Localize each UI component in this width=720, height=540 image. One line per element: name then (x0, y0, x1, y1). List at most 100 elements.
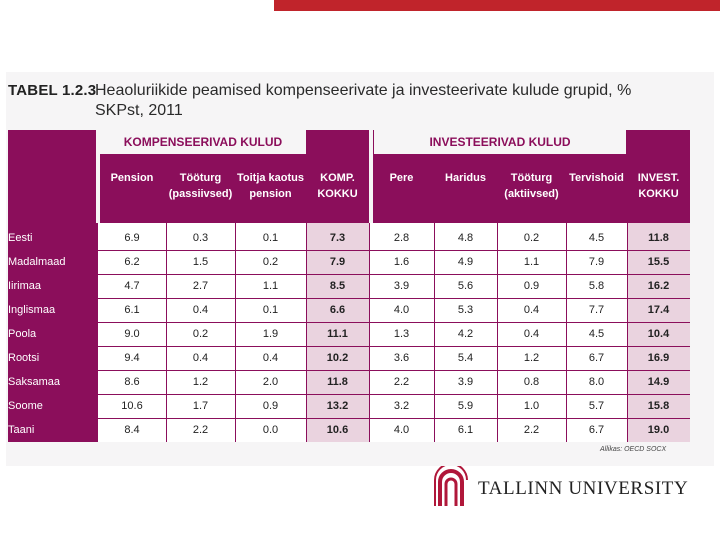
table-cell: 4.0 (393, 304, 410, 316)
table-cell: 2.2 (393, 376, 410, 388)
table-cell: 14.9 (647, 376, 670, 388)
table-cell: 4.2 (457, 328, 474, 340)
table-cell: 5.4 (457, 352, 474, 364)
table-cell: 5.7 (588, 400, 605, 412)
column-divider (306, 223, 307, 442)
table-cell: 0.8 (523, 376, 540, 388)
table-cell: 0.0 (262, 424, 279, 436)
column-header: Tervishoid (569, 172, 624, 184)
table-cell: 5.3 (457, 304, 474, 316)
table-cell: 6.1 (457, 424, 474, 436)
table-cell: 1.1 (523, 256, 540, 268)
top-accent-bar (274, 0, 720, 11)
table-cell: 4.8 (457, 232, 474, 244)
column-header: KOMP. KOKKU (317, 172, 358, 200)
column-divider (627, 223, 628, 442)
table-cell: 0.1 (262, 232, 279, 244)
table-row (8, 346, 690, 371)
table-cell: 4.5 (588, 328, 605, 340)
table-cell: 6.9 (124, 232, 140, 244)
table-cell: 1.6 (393, 256, 410, 268)
table-cell: 3.9 (457, 376, 474, 388)
data-area (98, 223, 690, 442)
table-cell: 0.2 (262, 256, 279, 268)
table-cell: 6.1 (124, 304, 140, 316)
table-cell: 8.4 (124, 424, 140, 436)
country-name: Madalmaad (8, 256, 66, 268)
table-cell: 5.8 (588, 280, 605, 292)
table-cell: 7.9 (329, 256, 346, 268)
column-divider (497, 223, 498, 442)
column-header: Toitja kaotus pension (236, 172, 305, 200)
column-divider (166, 223, 167, 442)
table-cell: 6.6 (329, 304, 346, 316)
table-cell: 16.2 (647, 280, 670, 292)
table-cell: 2.2 (192, 424, 209, 436)
country-name: Soome (8, 400, 43, 412)
table-cell: 4.5 (588, 232, 605, 244)
country-name: Poola (8, 328, 37, 340)
table-cell: 7.9 (588, 256, 605, 268)
column-divider (566, 223, 567, 442)
table-cell: 0.2 (523, 232, 540, 244)
table-cell: 4.9 (457, 256, 474, 268)
table-row (8, 226, 690, 251)
country-name: Iirimaa (8, 280, 42, 292)
table-row (8, 274, 690, 299)
table-cell: 15.5 (647, 256, 670, 268)
country-name: Saksamaa (8, 376, 60, 388)
table-cell: 1.3 (393, 328, 410, 340)
table-cell: 10.6 (326, 424, 349, 436)
country-column (8, 223, 98, 442)
table-cell: 2.0 (262, 376, 279, 388)
table-cell: 2.7 (192, 280, 209, 292)
table-cell: 7.3 (329, 232, 346, 244)
group-header-investing: INVESTEERIVAD KULUD (374, 130, 626, 154)
table-cell: 5.9 (457, 400, 474, 412)
column-header: Pension (110, 172, 154, 184)
table-cell: 1.9 (262, 328, 279, 340)
table-cell: 9.0 (124, 328, 140, 340)
table-cell: 9.4 (124, 352, 140, 364)
table-cell: 1.2 (192, 376, 209, 388)
country-name: Inglismaa (8, 304, 56, 316)
table-cell: 3.9 (393, 280, 410, 292)
table-cell: 6.7 (588, 352, 605, 364)
table-cell: 8.5 (329, 280, 346, 292)
komp-kokku-shade (306, 223, 369, 442)
invest-kokku-shade (627, 223, 690, 442)
header-separator (369, 130, 373, 223)
column-header: Tööturg (aktiivsed) (504, 172, 559, 200)
table-cell: 0.4 (192, 352, 209, 364)
table-cell: 17.4 (647, 304, 670, 316)
university-name: TALLINN UNIVERSITY (478, 478, 689, 499)
table-cell: 7.7 (588, 304, 605, 316)
column-divider (369, 223, 370, 442)
table-cell: 19.0 (647, 424, 670, 436)
table-cell: 11.1 (327, 328, 348, 340)
table-cell: 2.2 (523, 424, 540, 436)
column-divider (434, 223, 435, 442)
country-name: Taani (8, 424, 35, 436)
table-cell: 8.6 (124, 376, 140, 388)
table-cell: 10.6 (121, 400, 143, 412)
table-row (8, 370, 690, 395)
table-cell: 0.9 (523, 280, 540, 292)
table-cell: 0.3 (192, 232, 209, 244)
table-cell: 4.7 (124, 280, 140, 292)
tallinn-university-logo-icon (434, 466, 468, 506)
table-label: TABEL 1.2.3 (8, 82, 97, 99)
table-cell: 0.4 (262, 352, 279, 364)
table-cell: 8.0 (588, 376, 605, 388)
table-cell: 11.8 (327, 376, 348, 388)
column-header: Tööturg (passiivsed) (168, 172, 233, 200)
table-cell: 3.2 (393, 400, 410, 412)
table-cell: 2.8 (393, 232, 410, 244)
table-cell: 4.0 (393, 424, 410, 436)
header-separator (96, 130, 100, 223)
country-name: Rootsi (8, 352, 40, 364)
table-cell: 1.7 (192, 400, 209, 412)
source-note: Allikas: OECD SOCX (600, 446, 667, 453)
table-cell: 1.5 (192, 256, 209, 268)
table-row (8, 394, 690, 419)
